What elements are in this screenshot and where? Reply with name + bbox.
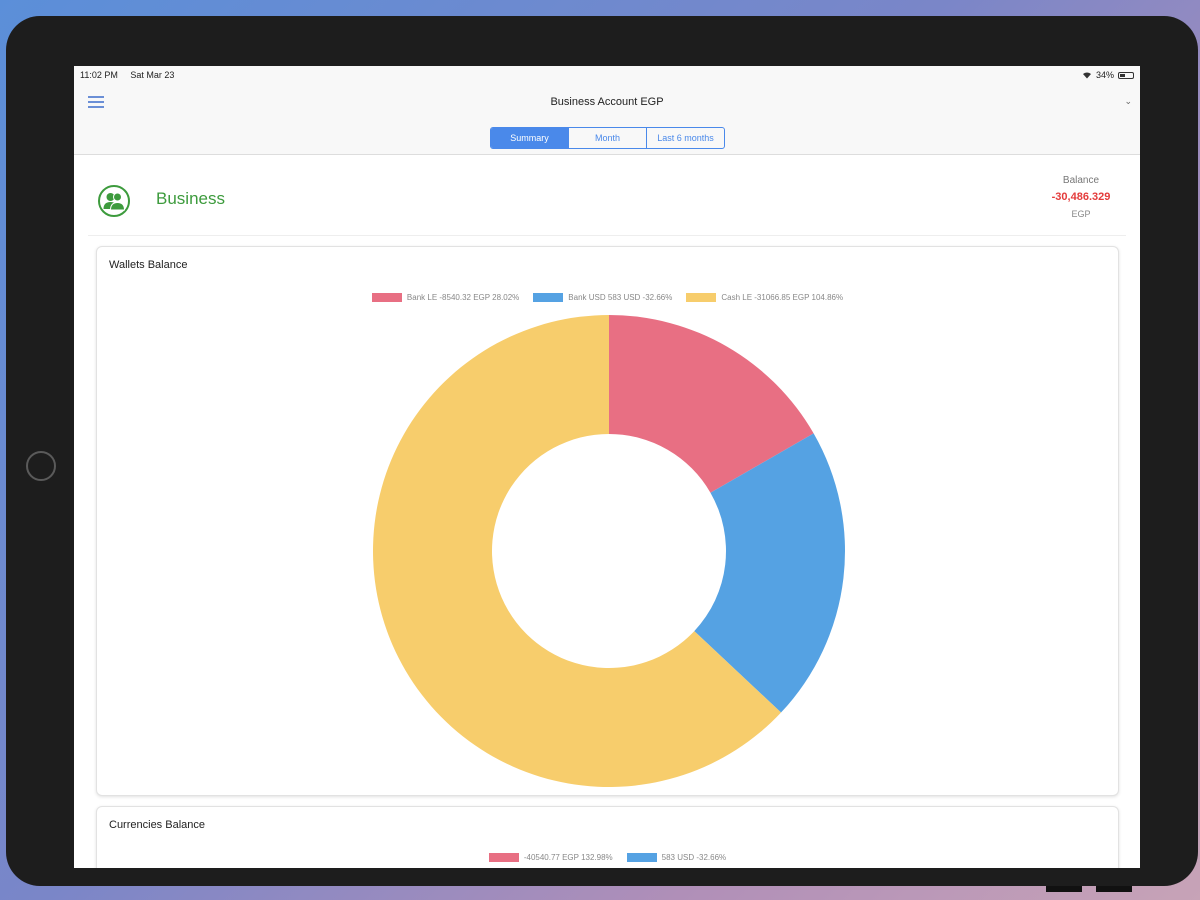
home-button[interactable] [26, 451, 56, 481]
status-time: 11:02 PM [80, 70, 118, 80]
legend-swatch [533, 293, 564, 302]
segment-summary[interactable]: Summary [491, 128, 569, 148]
donut-slice-bank-usd[interactable] [694, 433, 845, 713]
segment-last-6-months[interactable]: Last 6 months [657, 133, 714, 143]
users-icon [98, 185, 130, 217]
app-screen: 11:02 PM Sat Mar 23 34% Business Account… [74, 66, 1140, 868]
balance-label: Balance [1062, 175, 1100, 186]
legend-item-usd[interactable]: 583 USD -32.66% [626, 853, 727, 862]
donut-slice-bank-le[interactable] [609, 315, 814, 493]
wallets-legend: Bank LE -8540.32 EGP 28.02% Bank USD 583… [97, 293, 1118, 302]
period-segmented-control: Summary Month Last 6 months [490, 127, 725, 149]
legend-label: Bank LE -8540.32 EGP 28.02% [406, 293, 520, 302]
currencies-legend: -40540.77 EGP 132.98% 583 USD -32.66% [97, 853, 1118, 862]
balance-summary: Balance -30,486.329 EGP [1041, 175, 1121, 219]
legend-label: 583 USD -32.66% [661, 853, 727, 862]
frame-decoration [1046, 886, 1082, 892]
wallets-donut-chart [373, 315, 845, 787]
status-bar: 11:02 PM Sat Mar 23 34% [74, 66, 1140, 84]
balance-currency: EGP [1071, 209, 1091, 219]
navigation-bar: Business Account EGP ⌄ Summary Month Las… [74, 84, 1140, 155]
legend-item-cash-le[interactable]: Cash LE -31066.85 EGP 104.86% [686, 293, 843, 302]
chevron-down-icon[interactable]: ⌄ [1124, 96, 1132, 106]
legend-item-egp[interactable]: -40540.77 EGP 132.98% [488, 853, 613, 862]
currencies-balance-card: Currencies Balance -40540.77 EGP 132.98%… [96, 806, 1119, 868]
legend-swatch [686, 293, 717, 302]
donut-slice-cash-le[interactable] [373, 315, 782, 787]
legend-swatch [371, 293, 402, 302]
hamburger-menu-icon[interactable] [88, 96, 104, 108]
currencies-card-title: Currencies Balance [109, 819, 205, 831]
legend-swatch [488, 853, 519, 862]
legend-label: Bank USD 583 USD -32.66% [568, 293, 673, 302]
wallets-balance-card: Wallets Balance Bank LE -8540.32 EGP 28.… [96, 246, 1119, 796]
legend-swatch [626, 853, 657, 862]
balance-value: -30,486.329 [1051, 191, 1111, 203]
frame-decoration [1096, 886, 1132, 892]
status-date: Sat Mar 23 [130, 70, 175, 80]
legend-item-bank-le[interactable]: Bank LE -8540.32 EGP 28.02% [371, 293, 520, 302]
tablet-frame: 11:02 PM Sat Mar 23 34% Business Account… [6, 16, 1198, 892]
account-name: Business [156, 189, 225, 208]
battery-percent: 34% [1095, 70, 1114, 80]
legend-label: -40540.77 EGP 132.98% [523, 853, 613, 862]
page-title: Business Account EGP [550, 96, 664, 108]
segment-month[interactable]: Month [569, 128, 647, 148]
legend-label: Cash LE -31066.85 EGP 104.86% [721, 293, 844, 302]
account-header: Business Balance -30,486.329 EGP [88, 155, 1126, 236]
wallets-card-title: Wallets Balance [109, 259, 188, 271]
legend-item-bank-usd[interactable]: Bank USD 583 USD -32.66% [533, 293, 672, 302]
battery-icon [1118, 71, 1134, 79]
wifi-icon [1082, 72, 1091, 79]
